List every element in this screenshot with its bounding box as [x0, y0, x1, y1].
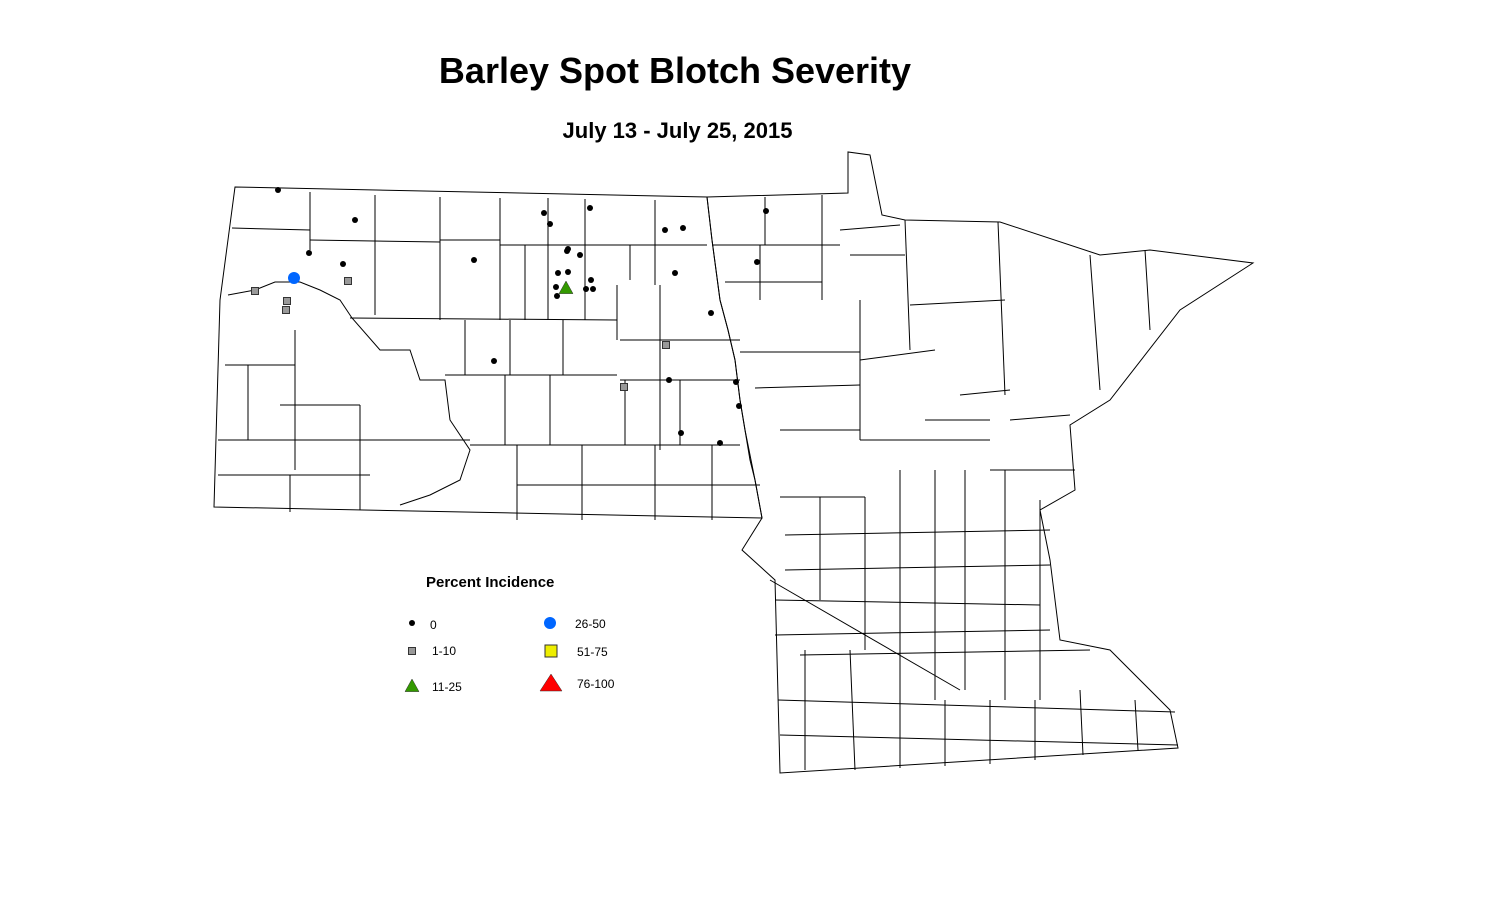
- survey-marker-0: [708, 310, 714, 316]
- survey-marker-0: [588, 277, 594, 283]
- legend-symbol-76-100: [539, 673, 563, 692]
- survey-marker-0: [666, 377, 672, 383]
- survey-marker-26-50: [288, 272, 300, 284]
- county-line: [1079, 689, 1084, 756]
- survey-marker-0: [541, 210, 547, 216]
- county-line: [309, 239, 441, 243]
- legend-label-2: 11-25: [432, 680, 462, 694]
- survey-marker-0: [662, 227, 668, 233]
- county-line: [779, 734, 1179, 746]
- county-line: [959, 389, 1011, 396]
- county-line: [769, 579, 961, 691]
- county-line: [799, 649, 1091, 656]
- legend-label-4: 51-75: [577, 645, 608, 659]
- legend-label-0: 0: [430, 618, 437, 632]
- survey-marker-0: [554, 293, 560, 299]
- survey-marker-0: [555, 270, 561, 276]
- survey-marker-0: [678, 430, 684, 436]
- river-boundary: [227, 281, 471, 506]
- county-line: [849, 649, 856, 771]
- survey-marker-0: [565, 246, 571, 252]
- state-north-dakota: [213, 186, 763, 519]
- legend-label-1: 1-10: [432, 644, 457, 658]
- survey-marker-0: [717, 440, 723, 446]
- survey-marker-1-10: [282, 306, 290, 314]
- survey-marker-1-10: [344, 277, 352, 285]
- county-line: [754, 384, 861, 389]
- county-line: [839, 224, 901, 231]
- county-line: [1089, 254, 1101, 391]
- county-line: [784, 564, 1051, 571]
- county-line: [777, 699, 1176, 713]
- survey-marker-1-10: [251, 287, 259, 295]
- county-line: [909, 299, 1006, 306]
- survey-marker-0: [553, 284, 559, 290]
- survey-marker-0: [733, 379, 739, 385]
- survey-marker-0: [340, 261, 346, 267]
- county-line: [774, 629, 1051, 636]
- survey-marker-0: [471, 257, 477, 263]
- survey-marker-0: [680, 225, 686, 231]
- survey-marker-0: [763, 208, 769, 214]
- survey-marker-0: [672, 270, 678, 276]
- county-line: [1134, 699, 1139, 751]
- county-line: [774, 599, 1041, 606]
- survey-marker-0: [583, 286, 589, 292]
- survey-marker-0: [306, 250, 312, 256]
- county-line: [859, 349, 936, 361]
- survey-marker-1-10: [662, 341, 670, 349]
- state-minnesota: [706, 151, 1255, 774]
- county-line: [1009, 414, 1071, 421]
- survey-marker-0: [577, 252, 583, 258]
- survey-marker-0: [352, 217, 358, 223]
- county-line: [904, 219, 911, 351]
- legend-symbol-0: [409, 620, 415, 626]
- survey-marker-0: [275, 187, 281, 193]
- county-line: [997, 221, 1006, 396]
- legend-symbol-26-50: [544, 617, 556, 629]
- county-line: [231, 227, 311, 231]
- county-line: [1144, 249, 1151, 331]
- survey-marker-11-25: [558, 280, 574, 294]
- survey-marker-0: [590, 286, 596, 292]
- legend-symbol-1-10: [408, 647, 416, 655]
- legend-symbol-51-75: [544, 644, 558, 658]
- map-subtitle: July 13 - July 25, 2015: [562, 118, 793, 143]
- survey-marker-1-10: [283, 297, 291, 305]
- survey-marker-0: [754, 259, 760, 265]
- legend-label-5: 76-100: [577, 677, 615, 691]
- survey-marker-0: [736, 403, 742, 409]
- legend-title: Percent Incidence: [426, 574, 555, 591]
- legend-symbol-11-25: [404, 678, 420, 692]
- survey-marker-0: [565, 269, 571, 275]
- survey-marker-0: [587, 205, 593, 211]
- survey-marker-0: [491, 358, 497, 364]
- survey-marker-0: [547, 221, 553, 227]
- survey-marker-1-10: [620, 383, 628, 391]
- county-line: [349, 317, 618, 321]
- legend-label-3: 26-50: [575, 617, 606, 631]
- map-title: Barley Spot Blotch Severity: [438, 50, 912, 91]
- county-line: [784, 529, 1051, 536]
